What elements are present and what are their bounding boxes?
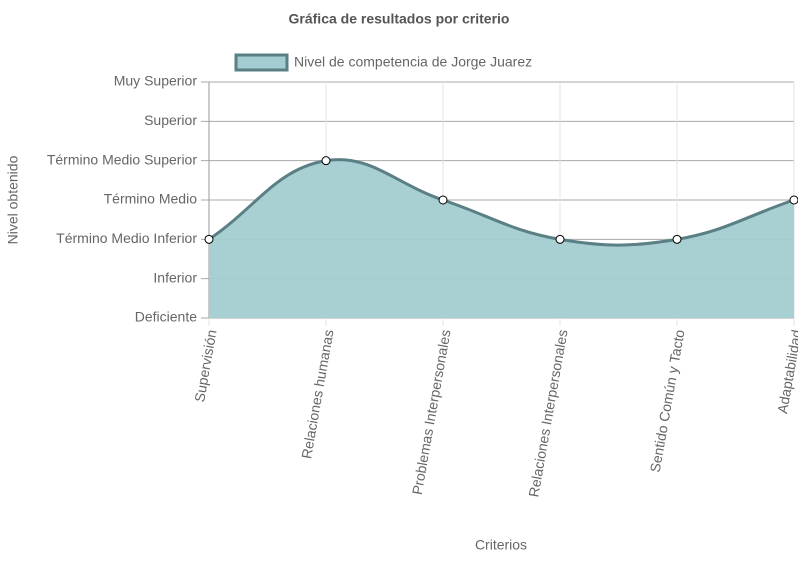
x-tick-label: Adaptabilidad [774,328,798,414]
y-tick-label: Deficiente [135,309,197,325]
x-tick-label: Problemas Interpersonales [409,328,454,496]
point [789,195,798,205]
area [209,159,794,318]
y-axis-title: Nivel obtenido [5,155,21,244]
y-tick-label: Término Medio Superior [47,151,198,167]
line [208,158,795,247]
x-tick-label: Sentido Común y Tacto [647,328,688,473]
x-axis-title: Criterios [475,537,527,553]
legend-label: Nivel de competencia de Jorge Juarez [294,54,532,70]
point [438,195,448,205]
x-tick-label: Relaciones Interpersonales [525,328,570,498]
point [672,234,682,244]
chart-title: Gráfica de resultados por criterio [289,11,510,27]
point [204,234,214,244]
y-tick-label: Inferior [153,269,197,285]
y-tick-label: Término Medio [104,191,198,207]
point [321,156,331,166]
y-tick-label: Superior [144,112,197,128]
legend-swatch [234,53,289,72]
x-tick-label: Supervisión [191,328,219,403]
y-tick-label: Término Medio Inferior [56,230,197,246]
y-tick-label: Muy Superior [114,73,198,89]
point [555,234,565,244]
x-tick-label: Relaciones humanas [298,328,336,460]
